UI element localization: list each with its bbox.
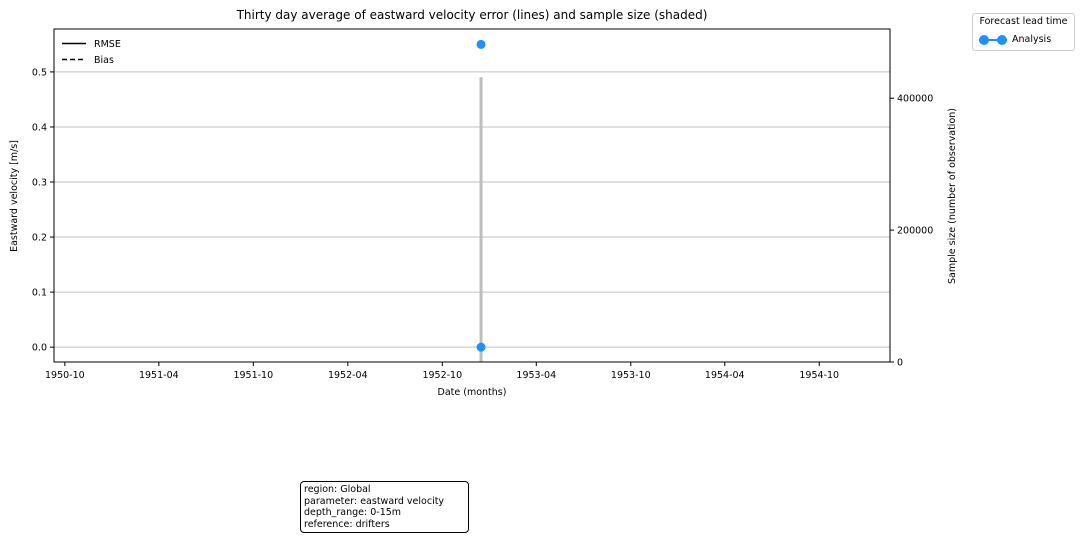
x-tick-label: 1952-04 — [328, 370, 368, 381]
y-right-tick-label: 200000 — [897, 226, 933, 237]
info-parameter: parameter: eastward velocity — [304, 495, 445, 507]
y-right-axis-ticks: 0 200000 400000 — [890, 94, 933, 369]
x-tick-label: 1951-10 — [233, 370, 273, 381]
rmse-legend-label: RMSE — [94, 39, 121, 50]
x-tick-label: 1953-04 — [516, 370, 556, 381]
x-tick-label: 1953-10 — [611, 370, 651, 381]
y-axis-ticks: 0.0 0.1 0.2 0.3 0.4 0.5 — [32, 67, 54, 354]
y-tick-label: 0.4 — [32, 122, 47, 133]
y-tick-label: 0.2 — [32, 233, 47, 244]
sample-size-bar — [479, 77, 483, 363]
legend-dot-marker — [997, 35, 1007, 45]
chart-title: Thirty day average of eastward velocity … — [236, 8, 708, 22]
rmse-point — [476, 39, 486, 49]
legend-line-marker — [979, 39, 1007, 41]
legend-title: Forecast lead time — [979, 16, 1068, 27]
y-axis-label: Eastward velocity [m/s] — [9, 140, 20, 252]
x-tick-label: 1951-04 — [139, 370, 179, 381]
y-right-tick-label: 0 — [897, 358, 903, 369]
plot-frame — [53, 28, 891, 363]
y-tick-label: 0.0 — [32, 343, 47, 354]
info-reference: reference: drifters — [304, 518, 390, 530]
y-tick-label: 0.5 — [32, 67, 47, 78]
info-box: region: Global parameter: eastward veloc… — [300, 481, 469, 533]
forecast-lead-time-legend: Forecast lead time Analysis — [972, 13, 1075, 51]
info-depth-range: depth_range: 0-15m — [304, 507, 402, 518]
legend-dot-marker — [979, 35, 989, 45]
grid-lines — [54, 71, 890, 348]
bias-point — [476, 342, 486, 352]
x-tick-label: 1952-10 — [422, 370, 462, 381]
x-axis-label: Date (months) — [438, 387, 507, 398]
x-axis-ticks: 1950-10 1951-04 1951-10 1952-04 1952-10 1953-… — [45, 362, 839, 381]
info-region: region: Global — [304, 484, 371, 495]
y-right-axis-label: Sample size (number of observation) — [947, 108, 958, 284]
data-points — [476, 39, 486, 352]
x-tick-label: 1954-04 — [705, 370, 745, 381]
x-tick-label: 1950-10 — [45, 370, 85, 381]
y-tick-label: 0.1 — [32, 288, 47, 299]
sample-size-bars — [479, 77, 483, 363]
y-tick-label: 0.3 — [32, 178, 47, 189]
line-style-legend: RMSE Bias — [62, 39, 121, 66]
y-right-tick-label: 400000 — [897, 94, 933, 105]
bias-legend-label: Bias — [94, 55, 114, 66]
x-tick-label: 1954-10 — [799, 370, 839, 381]
legend-item-label: Analysis — [1012, 34, 1052, 45]
